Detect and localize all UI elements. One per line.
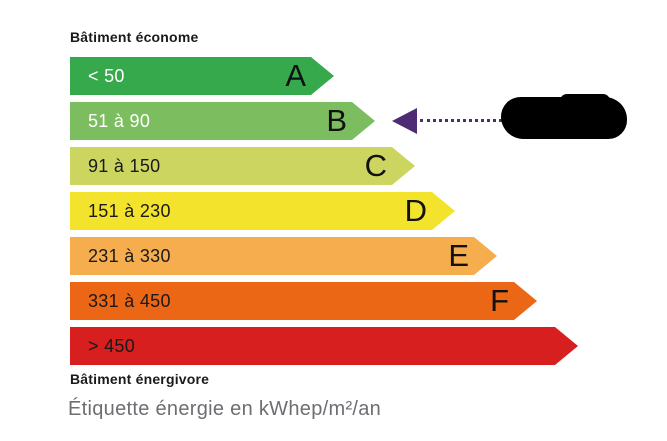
energy-range-label-g: > 450: [88, 335, 136, 356]
energy-range-label-c: 91 à 150: [88, 155, 161, 176]
energy-range-label-e: 231 à 330: [88, 245, 171, 266]
energy-class-bar-e: 231 à 330 E: [70, 237, 497, 275]
energy-class-letter-c: C: [364, 148, 387, 183]
energy-range-label-d: 151 à 230: [88, 200, 171, 221]
energy-intensive-building-label: Bâtiment énergivore: [70, 371, 210, 387]
energy-class-letter-f: F: [490, 283, 509, 318]
energy-class-bar-d: 151 à 230 D: [70, 192, 455, 230]
energy-range-label-a: < 50: [88, 65, 125, 86]
energy-class-letter-e: E: [448, 238, 469, 273]
caption: Étiquette énergie en kWhep/m²/an: [68, 398, 382, 420]
energy-range-label-f: 331 à 450: [88, 290, 171, 311]
dotted-connector: [420, 119, 502, 122]
redacted-value-bump: [560, 94, 610, 108]
energy-class-letter-b: B: [326, 103, 347, 138]
energy-class-bar-a: < 50 A: [70, 57, 334, 95]
energy-class-letter-d: D: [404, 193, 427, 228]
energy-class-bar-c: 91 à 150 C: [70, 147, 415, 185]
energy-class-letter-a: A: [285, 58, 306, 93]
economical-building-label: Bâtiment économe: [70, 29, 199, 45]
energy-class-bar-f: 331 à 450 F: [70, 282, 537, 320]
selection-arrow-icon: [392, 108, 417, 134]
energy-class-bar-b: 51 à 90 B: [70, 102, 375, 140]
energy-class-bar-g: > 450: [70, 327, 578, 365]
energy-range-label-b: 51 à 90: [88, 110, 151, 131]
energy-class-scale: < 50 A 51 à 90 B 91 à 150 C 151 à 230 D …: [70, 57, 578, 365]
